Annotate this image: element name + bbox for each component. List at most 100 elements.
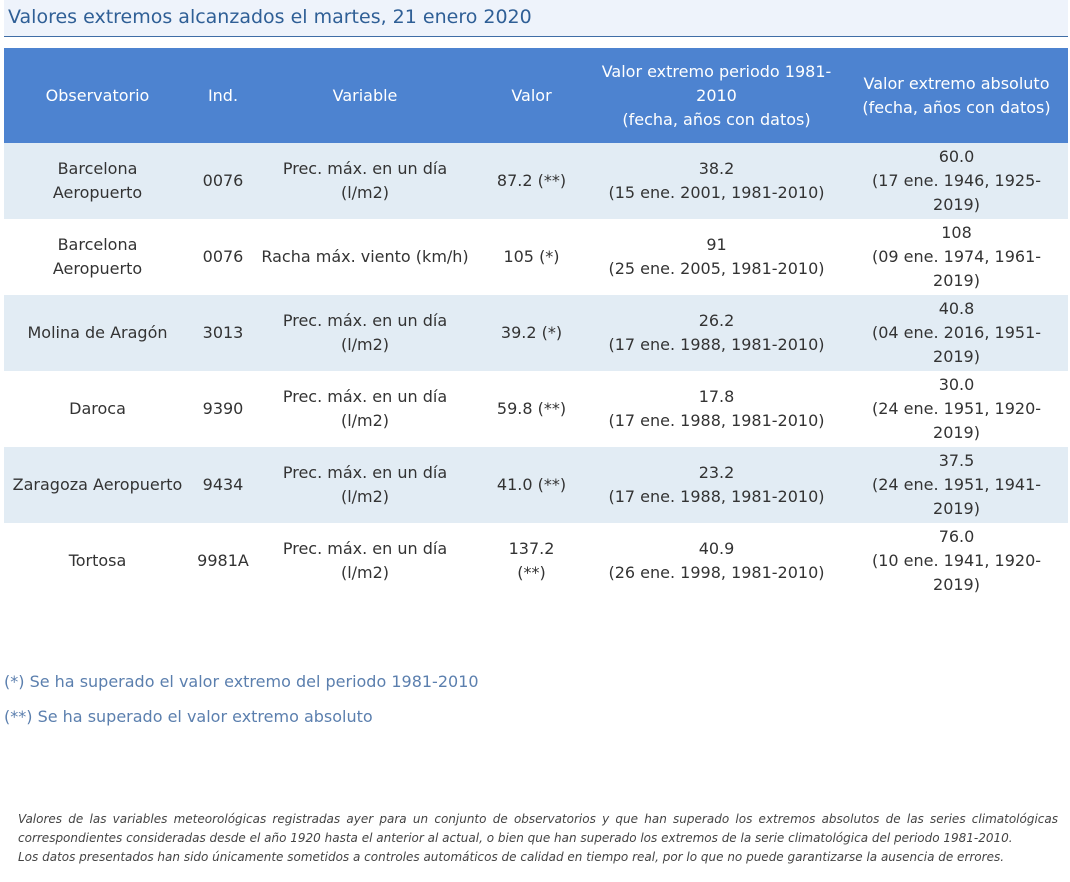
periodo-date: (26 ene. 1998, 1981-2010) (608, 563, 825, 582)
absoluto-value: 30.0 (938, 375, 975, 394)
cell-ind: 0076 (191, 219, 255, 295)
cell-valor: 87.2 (**) (475, 143, 588, 219)
cell-ind: 0076 (191, 143, 255, 219)
legend-notes: (*) Se ha superado el valor extremo del … (4, 670, 479, 740)
variable-line: (l/m2) (340, 563, 390, 582)
valor-line: 137.2 (508, 539, 555, 558)
cell-observatorio: Tortosa (4, 523, 191, 599)
table-row: Zaragoza Aeropuerto 9434 Prec. máx. en u… (4, 447, 1068, 523)
header-periodo-line: 2010 (696, 85, 737, 105)
table-row: Barcelona Aeropuerto 0076 Prec. máx. en … (4, 143, 1068, 219)
note-periodo-exceeded: (*) Se ha superado el valor extremo del … (4, 672, 479, 691)
periodo-value: 23.2 (698, 463, 735, 482)
cell-valor: 39.2 (*) (475, 295, 588, 371)
absoluto-date: 2019) (933, 499, 980, 518)
absoluto-value: 76.0 (938, 527, 975, 546)
variable-line: Prec. máx. en un día (282, 159, 448, 178)
header-valor-extremo-absoluto: Valor extremo absoluto (fecha, años con … (845, 48, 1068, 143)
variable-line: Prec. máx. en un día (282, 311, 448, 330)
valor-line: 41.0 (**) (496, 475, 567, 494)
cell-ind: 9434 (191, 447, 255, 523)
periodo-value: 91 (706, 235, 727, 254)
variable-line: (l/m2) (340, 335, 390, 354)
absoluto-date: (04 ene. 2016, 1951- (871, 323, 1042, 342)
cell-valor: 41.0 (**) (475, 447, 588, 523)
table-row: Tortosa 9981A Prec. máx. en un día (l/m2… (4, 523, 1068, 599)
header-absoluto-line: Valor extremo absoluto (863, 73, 1050, 93)
cell-periodo: 23.2 (17 ene. 1988, 1981-2010) (588, 447, 845, 523)
header-ind: Ind. (191, 48, 255, 143)
absoluto-date: 2019) (933, 271, 980, 290)
cell-observatorio: Barcelona Aeropuerto (4, 219, 191, 295)
header-observatorio: Observatorio (4, 48, 191, 143)
cell-absoluto: 108 (09 ene. 1974, 1961- 2019) (845, 219, 1068, 295)
observatorio-line: Molina de Aragón (27, 323, 168, 342)
cell-ind: 9981A (191, 523, 255, 599)
footer-line: correspondientes consideradas desde el a… (18, 831, 1013, 845)
cell-absoluto: 37.5 (24 ene. 1951, 1941- 2019) (845, 447, 1068, 523)
periodo-value: 17.8 (698, 387, 735, 406)
note-absoluto-exceeded: (**) Se ha superado el valor extremo abs… (4, 707, 373, 726)
header-periodo-line: (fecha, años con datos) (622, 109, 811, 129)
variable-line: Racha máx. viento (km/h) (261, 247, 469, 266)
footer-line: Los datos presentados han sido únicament… (18, 850, 1005, 864)
cell-valor: 59.8 (**) (475, 371, 588, 447)
absoluto-value: 37.5 (938, 451, 975, 470)
cell-periodo: 26.2 (17 ene. 1988, 1981-2010) (588, 295, 845, 371)
table-row: Daroca 9390 Prec. máx. en un día (l/m2) … (4, 371, 1068, 447)
cell-valor: 105 (*) (475, 219, 588, 295)
periodo-date: (17 ene. 1988, 1981-2010) (608, 335, 825, 354)
cell-absoluto: 76.0 (10 ene. 1941, 1920- 2019) (845, 523, 1068, 599)
variable-line: Prec. máx. en un día (282, 463, 448, 482)
observatorio-line: Barcelona (57, 159, 138, 178)
absoluto-date: 2019) (933, 347, 980, 366)
table-row: Barcelona Aeropuerto 0076 Racha máx. vie… (4, 219, 1068, 295)
observatorio-line: Barcelona (57, 235, 138, 254)
absoluto-date: (09 ene. 1974, 1961- (871, 247, 1042, 266)
absoluto-date: (24 ene. 1951, 1941- (871, 475, 1042, 494)
periodo-value: 26.2 (698, 311, 735, 330)
cell-periodo: 38.2 (15 ene. 2001, 1981-2010) (588, 143, 845, 219)
cell-ind: 9390 (191, 371, 255, 447)
observatorio-line: Zaragoza Aeropuerto (12, 475, 183, 494)
absoluto-date: (10 ene. 1941, 1920- (871, 551, 1042, 570)
cell-periodo: 91 (25 ene. 2005, 1981-2010) (588, 219, 845, 295)
title-bar: Valores extremos alcanzados el martes, 2… (4, 0, 1068, 37)
cell-periodo: 40.9 (26 ene. 1998, 1981-2010) (588, 523, 845, 599)
valor-line: 59.8 (**) (496, 399, 567, 418)
extreme-values-table: Observatorio Ind. Variable Valor Valor e… (4, 48, 1068, 599)
observatorio-line: Daroca (69, 399, 126, 418)
valor-line: 87.2 (**) (496, 171, 567, 190)
header-valor: Valor (475, 48, 588, 143)
cell-variable: Prec. máx. en un día (l/m2) (255, 523, 475, 599)
table-header-row: Observatorio Ind. Variable Valor Valor e… (4, 48, 1068, 143)
footer-line: Valores de las variables meteorológicas … (18, 812, 1058, 826)
absoluto-date: 2019) (933, 575, 980, 594)
header-periodo-line: Valor extremo periodo 1981- (601, 61, 832, 81)
variable-line: (l/m2) (340, 183, 390, 202)
header-valor-extremo-periodo: Valor extremo periodo 1981- 2010 (fecha,… (588, 48, 845, 143)
absoluto-value: 40.8 (938, 299, 975, 318)
cell-absoluto: 40.8 (04 ene. 2016, 1951- 2019) (845, 295, 1068, 371)
cell-absoluto: 60.0 (17 ene. 1946, 1925- 2019) (845, 143, 1068, 219)
periodo-date: (25 ene. 2005, 1981-2010) (608, 259, 825, 278)
absoluto-date: (17 ene. 1946, 1925- (871, 171, 1042, 190)
absoluto-date: 2019) (933, 423, 980, 442)
cell-variable: Prec. máx. en un día (l/m2) (255, 143, 475, 219)
periodo-date: (17 ene. 1988, 1981-2010) (608, 487, 825, 506)
cell-observatorio: Daroca (4, 371, 191, 447)
periodo-value: 40.9 (698, 539, 735, 558)
table-row: Molina de Aragón 3013 Prec. máx. en un d… (4, 295, 1068, 371)
header-absoluto-line: (fecha, años con datos) (862, 97, 1051, 117)
absoluto-value: 108 (941, 223, 972, 242)
cell-variable: Prec. máx. en un día (l/m2) (255, 295, 475, 371)
variable-line: (l/m2) (340, 411, 390, 430)
valor-line: (**) (517, 563, 546, 582)
cell-variable: Racha máx. viento (km/h) (255, 219, 475, 295)
observatorio-line: Tortosa (68, 551, 127, 570)
absoluto-date: 2019) (933, 195, 980, 214)
periodo-date: (15 ene. 2001, 1981-2010) (608, 183, 825, 202)
variable-line: Prec. máx. en un día (282, 539, 448, 558)
variable-line: (l/m2) (340, 487, 390, 506)
variable-line: Prec. máx. en un día (282, 387, 448, 406)
